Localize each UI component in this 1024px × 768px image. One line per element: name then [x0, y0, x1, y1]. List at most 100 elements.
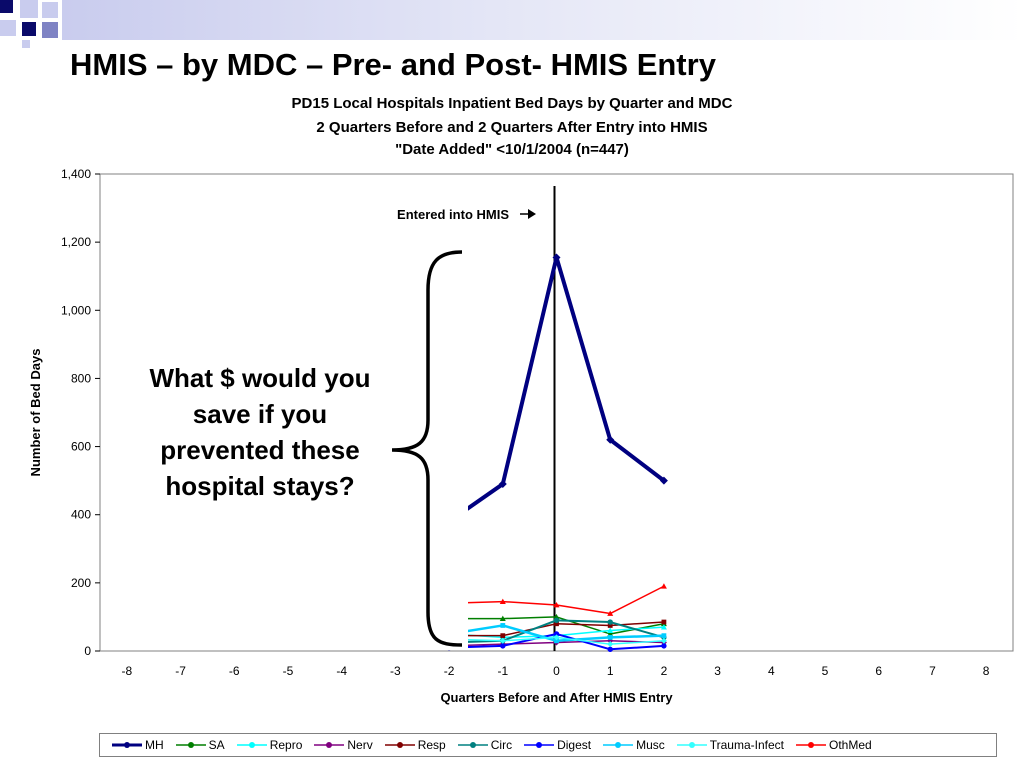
x-tick-label: 2	[661, 664, 668, 678]
legend-swatch-marker	[469, 742, 476, 748]
x-tick-label: 6	[875, 664, 882, 678]
x-tick-label: 5	[822, 664, 829, 678]
legend-item-repro: Repro	[236, 738, 303, 752]
legend-swatch	[236, 742, 267, 748]
data-point-musc	[500, 623, 506, 628]
data-point-mh	[659, 476, 668, 485]
callout-question: What $ would you save if you prevented t…	[149, 363, 371, 501]
x-tick-label: -3	[390, 664, 401, 678]
y-axis-title: Number of Bed Days	[28, 349, 43, 477]
data-point-othmed	[660, 583, 667, 589]
legend-swatch	[457, 742, 488, 748]
legend-item-digest: Digest	[524, 738, 591, 752]
data-point-repro	[607, 627, 614, 633]
legend-swatch-marker	[248, 742, 255, 748]
legend-item-circ: Circ	[457, 738, 512, 752]
entry-arrow-head	[528, 209, 536, 219]
corner-square	[22, 22, 36, 36]
slide-title: HMIS – by MDC – Pre- and Post- HMIS Entr…	[70, 47, 716, 82]
entry-annotation-label: Entered into HMIS	[397, 207, 509, 222]
data-point-trauma-infect	[499, 637, 506, 644]
data-point-digest	[500, 643, 506, 649]
data-point-othmed	[553, 602, 560, 608]
x-tick-label: 1	[607, 664, 614, 678]
legend-item-sa: SA	[175, 738, 225, 752]
corner-square	[20, 0, 38, 18]
x-tick-label: 7	[929, 664, 936, 678]
legend-swatch-marker	[326, 742, 333, 748]
curly-brace	[391, 250, 463, 647]
legend-label: OthMed	[829, 738, 872, 752]
legend-swatch-marker	[124, 742, 130, 748]
x-tick-label: 8	[983, 664, 990, 678]
legend-item-resp: Resp	[384, 738, 446, 752]
right-mask	[682, 420, 1012, 650]
legend-swatch-marker	[187, 742, 194, 748]
x-axis-title: Quarters Before and After HMIS Entry	[440, 690, 673, 705]
data-point-othmed	[607, 610, 614, 616]
y-tick-label: 1,400	[61, 167, 91, 181]
brace-mask	[378, 248, 468, 650]
legend-label: Nerv	[347, 738, 373, 752]
x-tick-label: 0	[553, 664, 560, 678]
x-tick-label: 4	[768, 664, 775, 678]
data-point-digest	[661, 643, 667, 649]
line-chart: 0 200 400 600 800 1,000 1,200 1,400 -8 -7 -6 -5 -4 -3…	[28, 167, 1014, 705]
x-tick-label: -2	[444, 664, 455, 678]
x-tick-label: -5	[283, 664, 294, 678]
corner-square	[0, 20, 16, 36]
data-point-trauma-infect	[607, 641, 614, 648]
legend-swatch-marker	[396, 742, 403, 748]
data-point-circ	[553, 617, 560, 624]
chart-title-line-3: "Date Added" <10/1/2004 (n=447)	[395, 141, 629, 158]
data-point-sa	[499, 615, 506, 622]
data-point-othmed	[499, 598, 506, 604]
data-point-resp	[554, 621, 559, 627]
legend-label: MH	[145, 738, 164, 752]
data-point-digest	[553, 631, 560, 637]
y-tick-label: 800	[71, 371, 91, 385]
corner-square	[42, 2, 58, 18]
legend-swatch-marker	[808, 742, 814, 748]
y-tick-label: 0	[84, 644, 91, 658]
data-point-trauma-infect	[553, 634, 560, 641]
x-tick-label: -6	[229, 664, 240, 678]
y-tick-label: 200	[71, 576, 91, 590]
legend-swatch	[524, 742, 555, 748]
corner-square	[42, 22, 58, 38]
legend-label: Repro	[269, 738, 303, 752]
x-tick-label: -1	[497, 664, 508, 678]
legend-swatch	[112, 742, 142, 748]
chart-title-line-2: 2 Quarters Before and 2 Quarters After E…	[316, 119, 708, 136]
data-point-mh	[552, 253, 561, 262]
legend-swatch-marker	[688, 742, 695, 748]
data-point-sa	[553, 613, 560, 620]
data-point-circ	[607, 619, 613, 625]
data-point-resp	[607, 623, 613, 628]
legend-swatch-marker	[536, 742, 543, 748]
x-tick-label: -8	[122, 664, 133, 678]
data-point-resp	[661, 619, 667, 625]
chart-title-line-1: PD15 Local Hospitals Inpatient Bed Days …	[291, 95, 733, 112]
data-point-repro	[660, 624, 667, 630]
y-tick-label: 1,000	[61, 303, 91, 317]
data-point-musc	[661, 633, 667, 639]
corner-square	[0, 0, 13, 13]
legend-item-nerv: Nerv	[314, 738, 373, 752]
data-point-mh	[498, 480, 507, 489]
data-point-musc	[554, 638, 559, 644]
legend-label: Resp	[417, 738, 446, 752]
legend-item-othmed: OthMed	[796, 738, 872, 752]
chart-legend: MH SA Repro Nerv Resp Circ Digest Musc Trauma-In…	[99, 733, 997, 757]
legend-swatch	[175, 742, 206, 748]
legend-swatch-marker	[615, 742, 622, 748]
legend-label: Trauma-Infect	[709, 738, 784, 752]
legend-swatch	[314, 742, 345, 748]
legend-label: Digest	[557, 738, 592, 752]
data-point-mh	[606, 435, 615, 444]
legend-label: Musc	[636, 738, 665, 752]
data-point-trauma-infect	[660, 637, 667, 644]
x-tick-label: -4	[336, 664, 347, 678]
legend-item-mh: MH	[112, 738, 164, 752]
corner-square	[22, 40, 30, 48]
